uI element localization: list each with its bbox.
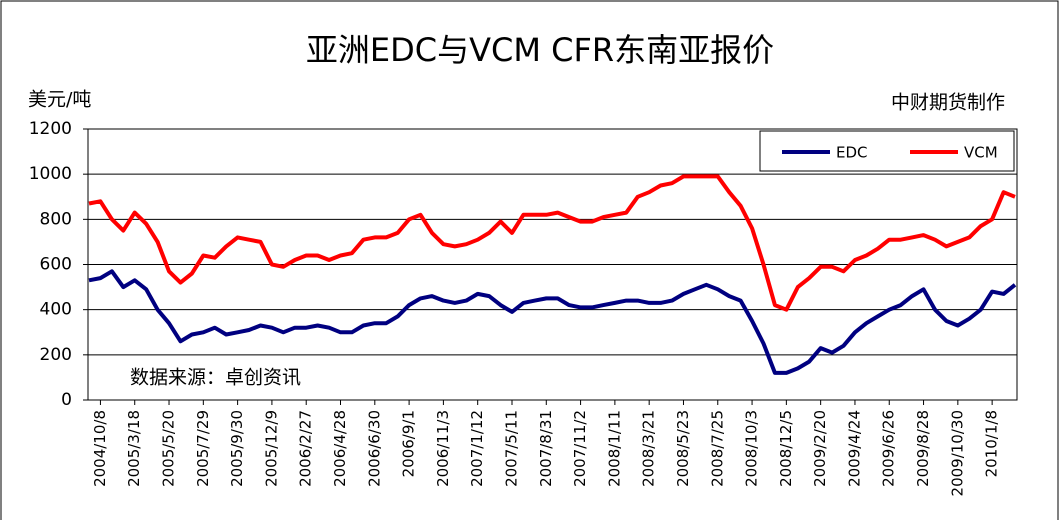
x-tick-label: 2004/10/8 <box>91 410 109 487</box>
x-tick-label: 2006/4/28 <box>331 410 349 487</box>
y-tick-label: 800 <box>40 209 72 229</box>
x-tick-label: 2005/9/30 <box>228 410 246 487</box>
x-tick-label: 2006/2/27 <box>297 410 315 487</box>
x-tick-label: 2006/6/30 <box>365 410 383 487</box>
legend-label: VCM <box>964 144 998 162</box>
x-tick-label: 2005/7/29 <box>194 410 212 487</box>
y-tick-label: 1000 <box>29 164 72 184</box>
x-tick-label: 2007/1/12 <box>468 410 486 487</box>
x-tick-label: 2008/7/25 <box>708 410 726 487</box>
x-tick-label: 2008/1/11 <box>605 410 623 487</box>
x-tick-label: 2007/8/31 <box>537 410 555 487</box>
series-line <box>88 174 1016 312</box>
x-tick-label: 2009/2/20 <box>811 410 829 487</box>
x-tick-label: 2005/5/20 <box>160 410 178 487</box>
plot-border <box>87 128 1018 401</box>
x-tick-label: 2008/12/5 <box>777 410 795 487</box>
x-tick-label: 2005/12/9 <box>262 410 280 487</box>
y-tick-label: 1200 <box>29 119 72 139</box>
x-tick-label: 2009/8/28 <box>914 410 932 487</box>
y-tick-label: 0 <box>61 390 72 410</box>
x-tick-label: 2008/10/3 <box>743 410 761 487</box>
x-tick-label: 2006/11/3 <box>434 410 452 487</box>
y-tick-label: 600 <box>40 255 72 275</box>
chart-title: 亚洲EDC与VCM CFR东南亚报价 <box>306 31 774 69</box>
x-tick-label: 2009/4/24 <box>845 410 863 487</box>
x-tick-label: 2008/3/21 <box>640 410 658 487</box>
x-tick-label: 2008/5/23 <box>674 410 692 487</box>
x-tick-label: 2009/6/26 <box>880 410 898 487</box>
x-tick-label: 2007/11/2 <box>571 410 589 487</box>
y-tick-label: 400 <box>40 300 72 320</box>
x-tick-label: 2006/9/1 <box>400 410 418 477</box>
x-tick-label: 2009/10/30 <box>948 410 966 496</box>
x-tick-label: 2007/5/11 <box>502 410 520 487</box>
series-line <box>88 269 1017 375</box>
credit: 中财期货制作 <box>891 92 1005 114</box>
y-tick-label: 200 <box>40 345 72 365</box>
legend-label: EDC <box>836 144 868 162</box>
plot: 0 200 400 600 800 1000 1200 2004/10/8 2005/3/18 2… <box>29 119 1018 496</box>
x-tick-label: 2010/1/8 <box>983 410 1001 477</box>
x-tick-label: 2005/3/18 <box>125 410 143 487</box>
source-note: 数据来源：卓创资讯 <box>130 367 301 389</box>
y-axis-label: 美元/吨 <box>28 89 91 111</box>
